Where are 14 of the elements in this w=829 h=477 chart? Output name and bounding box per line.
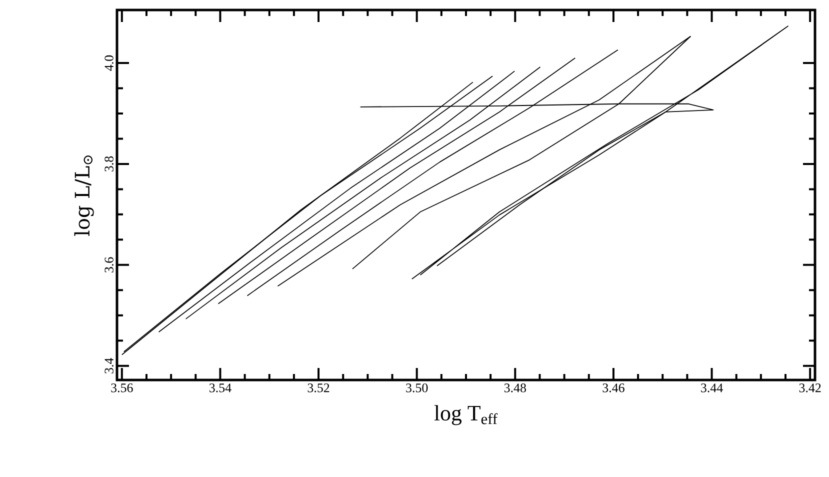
x-tick-label: 3.52	[308, 384, 330, 392]
x-tick-label: 3.54	[210, 384, 232, 392]
y-tick-label: 3.4	[104, 358, 114, 374]
y-axis-title: log L/L$_{⊙}$	[74, 156, 94, 236]
y-tick-label: 3.6	[104, 257, 114, 272]
x-tick-label: 3.44	[701, 384, 723, 392]
y-tick-label: 3.8	[104, 156, 114, 172]
x-tick-label: 3.56	[111, 384, 133, 392]
x-tick-label: 3.46	[602, 384, 624, 392]
x-tick-label: 3.50	[406, 384, 428, 392]
x-tick-label: 3.48	[504, 384, 526, 392]
y-tick-label: 4.0	[104, 55, 114, 71]
x-axis-title: log T$_{eff}$	[434, 405, 498, 426]
x-tick-label: 3.42	[799, 384, 821, 392]
